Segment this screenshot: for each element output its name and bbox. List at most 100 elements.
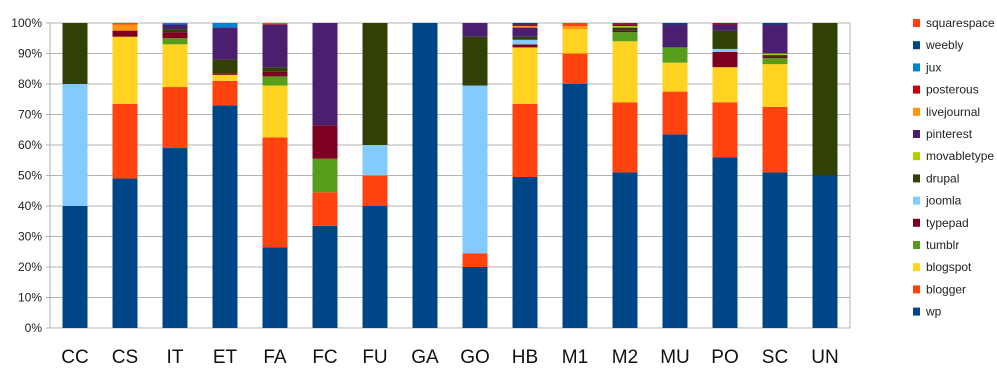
bar-segment-PO-blogger (712, 102, 738, 158)
bar-segment-HB-weebly (512, 23, 538, 25)
x-tick-label: FU (362, 347, 387, 368)
bar-segment-M1-squarespace (562, 23, 588, 27)
bar-segment-PO-typepad (712, 51, 738, 68)
legend-label: jux (925, 60, 941, 74)
legend-swatch (913, 152, 920, 161)
bar-segment-HB-blogspot (512, 47, 538, 104)
bar-segment-M2-wp (612, 172, 638, 328)
bar-segment-CS-squarespace (112, 23, 138, 25)
bar-segment-CS-typepad (112, 30, 138, 37)
bar-segment-FA-typepad (262, 71, 288, 77)
bar-segment-SC-drupal (762, 55, 788, 57)
legend-swatch (913, 218, 920, 227)
bar-segment-M2-blogspot (612, 41, 638, 103)
bar-segment-ET-blogger (212, 80, 238, 106)
legend-swatch (913, 63, 920, 72)
x-tick-label: CC (61, 347, 88, 368)
bar-segment-CS-blogspot (112, 36, 138, 104)
bar-segment-GO-wp (462, 267, 488, 328)
legend-label: blogger (926, 282, 966, 296)
legend-label: squarespace (926, 16, 995, 30)
legend-swatch (913, 241, 920, 249)
bar-segment-FA-wp (262, 247, 288, 328)
x-tick-label: UN (811, 347, 838, 368)
bar-segment-GO-joomla (462, 85, 488, 254)
bar-segment-MU-blogger (662, 91, 688, 135)
bar-segment-IT-tumblr (162, 38, 188, 45)
x-tick-label: PO (711, 347, 738, 368)
y-tick-label: 20% (18, 260, 42, 274)
bar-segment-GO-pinterest (462, 23, 488, 37)
legend-swatch (913, 85, 920, 94)
x-tick-label: IT (167, 347, 184, 368)
x-tick-label: GO (460, 347, 490, 368)
legend-label: pinterest (926, 127, 973, 141)
bar-segment-M2-movabletype (612, 26, 638, 28)
bar-segment-CC-wp (62, 206, 88, 328)
bar-segment-M1-blogspot (562, 29, 588, 54)
bar-segment-PO-pinterest (712, 24, 738, 31)
bar-segment-GA-wp (412, 23, 438, 328)
bar-segment-FC-pinterest (312, 23, 338, 126)
bar-segment-SC-weebly (762, 23, 788, 25)
bar-segment-M2-blogger (612, 102, 638, 173)
bar-segment-M2-pinterest (612, 24, 638, 27)
bar-segment-IT-drupal (162, 29, 188, 33)
legend-label: joomla (925, 194, 962, 208)
bar-segment-PO-drupal (712, 30, 738, 49)
bar-segment-FC-typepad (312, 125, 338, 159)
bar-segment-SC-blogspot (762, 64, 788, 107)
y-tick-label: 50% (18, 169, 42, 183)
y-tick-label: 70% (18, 108, 42, 122)
bar-segment-M1-wp (562, 84, 588, 328)
bar-segment-FU-blogger (362, 175, 388, 206)
legend-label: livejournal (926, 105, 980, 119)
bar-segment-M1-livejournal (562, 26, 588, 30)
bar-segment-CS-wp (112, 178, 138, 328)
x-tick-label: FC (312, 347, 337, 368)
bar-segment-SC-blogger (762, 106, 788, 173)
bar-segment-ET-pinterest (212, 27, 238, 60)
bar-segment-FA-squarespace (262, 23, 288, 25)
legend-swatch (913, 41, 920, 50)
x-tick-label: CS (112, 347, 138, 368)
bar-segment-M2-typepad (612, 30, 638, 33)
x-tick-label: GA (411, 347, 439, 368)
bar-segment-MU-blogspot (662, 62, 688, 92)
bar-segment-SC-pinterest (762, 24, 788, 54)
legend-label: posterous (926, 83, 979, 97)
bar-segment-CC-drupal (62, 23, 88, 84)
y-tick-label: 60% (18, 138, 42, 152)
legend-label: weebly (925, 38, 963, 52)
bar-segment-HB-pinterest (512, 27, 538, 37)
x-tick-label: ET (213, 347, 238, 368)
y-tick-label: 90% (18, 47, 42, 61)
bar-segment-M2-drupal (612, 27, 638, 31)
bar-segment-HB-joomla (512, 39, 538, 45)
bar-segment-ET-typepad (212, 73, 238, 75)
y-tick-label: 10% (18, 291, 42, 305)
legend-swatch (913, 174, 920, 183)
bar-segment-MU-tumblr (662, 47, 688, 63)
y-tick-label: 40% (18, 199, 42, 213)
bar-segment-IT-jux (162, 23, 188, 25)
bar-segment-FC-wp (312, 225, 338, 328)
bar-segment-IT-pinterest (162, 24, 188, 30)
bar-segment-PO-posterous (712, 23, 738, 25)
x-tick-label: SC (762, 347, 788, 368)
bar-segment-FC-tumblr (312, 158, 338, 193)
legend-swatch (913, 107, 920, 116)
x-tick-label: FA (263, 347, 287, 368)
legend-swatch (913, 196, 920, 205)
y-tick-label: 0% (25, 321, 43, 335)
bar-segment-PO-blogspot (712, 67, 738, 103)
y-axis-ticks: 0% 10% 20% 30% 40% 50% 60% 70% 80% 90% 100% (11, 16, 42, 335)
x-tick-label: MU (660, 347, 690, 368)
bar-segment-PO-wp (712, 157, 738, 328)
bar-segment-FA-pinterest (262, 24, 288, 68)
bar-segment-M1-blogger (562, 53, 588, 84)
bar-segment-FA-blogspot (262, 85, 288, 138)
bar-segment-IT-wp (162, 148, 188, 328)
legend-label: blogspot (926, 260, 972, 274)
